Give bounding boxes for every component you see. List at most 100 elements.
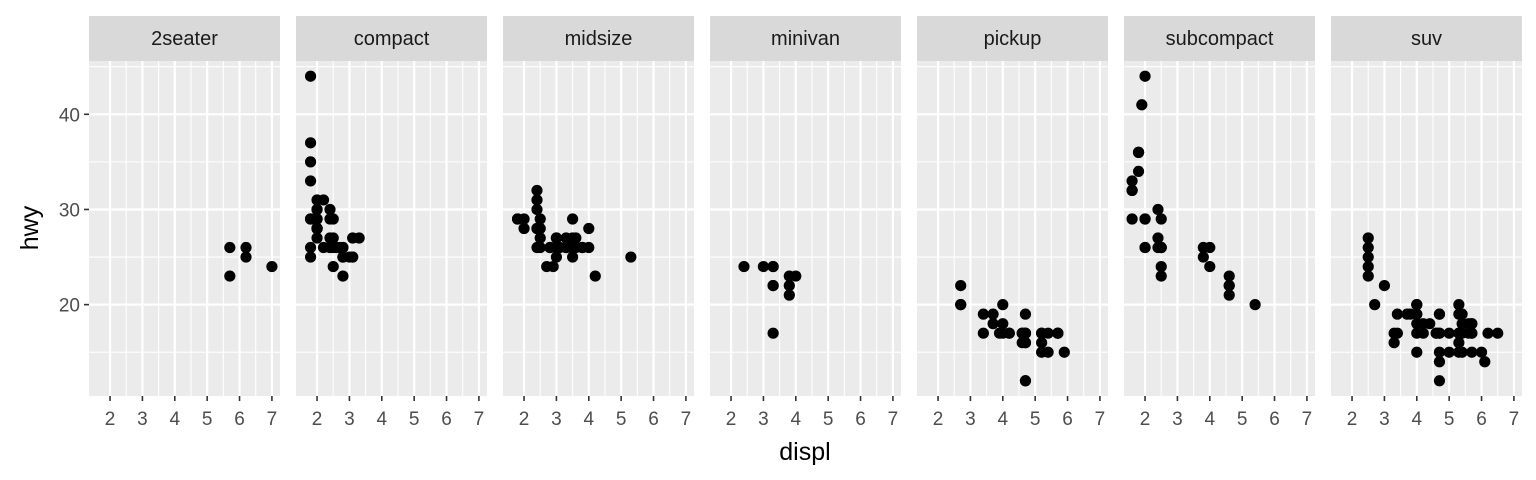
data-point [1003,327,1015,339]
data-point [304,70,317,82]
data-point [1411,346,1423,358]
x-tick-label: 3 [137,409,148,430]
data-point [1453,299,1465,311]
data-point [1126,175,1138,187]
facet-strip-label: midsize [565,28,633,50]
data-point [767,260,779,273]
x-tick-label: 4 [997,409,1008,430]
facet-strip [503,16,694,61]
data-point [531,194,543,206]
x-tick-label: 6 [441,409,452,430]
x-tick-label: 7 [1302,409,1313,430]
x-tick-label: 5 [616,409,627,430]
data-point [224,241,236,254]
data-point [1456,346,1468,358]
y-tick-label: 30 [59,200,80,221]
data-point [790,270,802,282]
data-point [337,270,349,282]
data-point [1475,346,1488,358]
data-point [567,213,579,225]
x-tick-label: 6 [1476,409,1487,430]
x-tick-label: 3 [965,409,976,430]
x-tick-label: 5 [1030,409,1041,430]
data-point [1155,260,1167,273]
data-point [1152,203,1164,216]
x-tick-label: 7 [474,409,485,430]
facet-strip-label: 2seater [151,28,218,50]
x-tick-label: 4 [169,409,180,430]
data-point [1362,251,1374,263]
data-point [783,289,795,301]
data-point [1036,327,1048,339]
data-point [1019,308,1032,320]
facet-strip [1124,16,1315,61]
data-point [311,232,323,244]
data-point [1204,241,1216,254]
data-point [330,241,343,254]
x-tick-label: 2 [519,409,530,430]
facet-panel-pickup: pickup 2 3 4 5 6 7 [917,16,1108,430]
data-point [518,213,530,225]
x-axis-title: displ [779,438,830,466]
facet-panel-compact: compact 2 3 4 5 6 7 [296,16,487,430]
data-point [1139,70,1151,82]
data-point [1388,327,1400,339]
data-point [1411,299,1423,311]
data-point [1223,280,1235,292]
data-point [583,241,595,254]
panel-background [1331,61,1522,396]
data-point [308,213,320,225]
x-tick-label: 4 [1411,409,1422,430]
x-tick-label: 4 [583,409,594,430]
data-point [1482,327,1494,339]
data-point [977,327,989,339]
data-point [311,203,323,216]
data-point [955,299,967,311]
data-point [534,222,546,235]
x-tick-label: 7 [267,409,278,430]
data-point [1466,346,1478,358]
data-point [1019,375,1032,387]
data-point [1036,337,1048,349]
x-tick-label: 5 [1237,409,1248,430]
facet-panel-midsize: midsize 2 3 4 5 6 7 [503,16,694,430]
facet-strip [710,16,901,61]
data-point [550,232,563,244]
data-point [1136,99,1148,111]
x-tick-label: 3 [1379,409,1390,430]
data-point [987,308,999,320]
data-point [1453,308,1465,320]
x-tick-label: 4 [790,409,801,430]
data-point [1479,356,1491,368]
data-point [1433,375,1446,387]
data-point [977,308,989,320]
data-point [1132,146,1145,158]
data-point [304,137,317,149]
facet-strip-label: minivan [771,28,840,50]
data-point [1249,299,1261,311]
data-point [570,232,582,244]
data-point [767,327,779,339]
facet-strip [1331,16,1522,61]
facet-strip-label: pickup [984,28,1042,50]
facet-strip [917,16,1108,61]
data-point [1378,280,1391,292]
data-point [1204,260,1216,273]
data-point [1019,327,1032,339]
data-point [1362,260,1374,273]
facet-strip-label: suv [1411,28,1442,50]
data-point [1132,165,1145,177]
data-point [544,241,556,254]
data-point [783,280,795,292]
data-point [987,318,999,330]
data-point [1433,346,1446,358]
data-point [738,260,750,273]
data-point [531,184,543,197]
x-tick-label: 7 [1509,409,1520,430]
data-point [993,327,1006,339]
data-point [1223,270,1235,282]
data-point [353,232,365,244]
data-point [560,241,572,254]
